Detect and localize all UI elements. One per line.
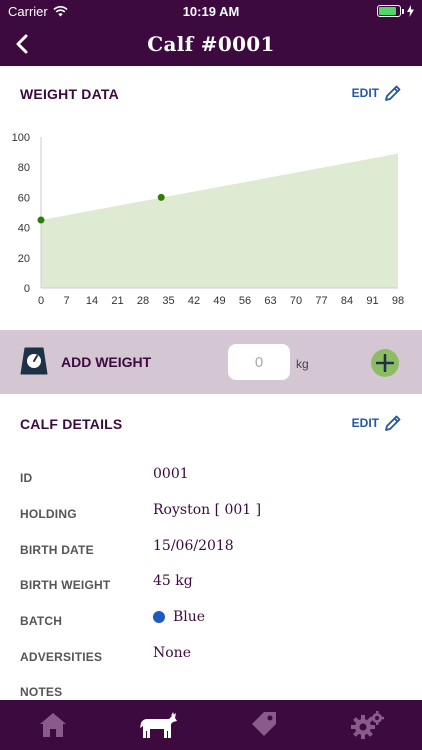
pencil-icon (385, 415, 401, 431)
batch-color-dot (153, 611, 165, 623)
edit-details-label: EDIT (351, 416, 379, 430)
detail-row-holding: HOLDING Royston [ 001 ] (0, 502, 422, 526)
y-tick-label: 80 (18, 162, 30, 174)
calf-details-title: CALF DETAILS (20, 416, 123, 432)
weight-input[interactable] (228, 344, 290, 380)
pencil-icon (385, 85, 401, 101)
detail-value: Royston [ 001 ] (153, 502, 262, 518)
weight-data-title: WEIGHT DATA (20, 86, 119, 102)
x-tick-label: 28 (137, 295, 149, 307)
weight-point (37, 216, 45, 224)
edit-weight-label: EDIT (351, 86, 379, 100)
tab-bar (0, 700, 422, 750)
y-tick-label: 20 (18, 253, 30, 265)
navigation-bar: Calf #0001 (0, 22, 422, 66)
x-tick-label: 14 (86, 295, 98, 307)
tab-home[interactable] (0, 700, 105, 750)
detail-row-id: ID 0001 (0, 466, 422, 490)
add-weight-panel: ADD WEIGHT kg (0, 330, 422, 394)
page-title: Calf #0001 (147, 32, 275, 56)
x-tick-label: 63 (264, 295, 276, 307)
detail-label: BIRTH DATE (20, 543, 94, 557)
add-weight-button[interactable] (371, 349, 399, 377)
detail-label: BATCH (20, 614, 63, 628)
battery-level (379, 7, 396, 15)
x-tick-label: 84 (341, 295, 353, 307)
add-weight-label: ADD WEIGHT (61, 354, 152, 370)
charging-icon (407, 5, 414, 17)
x-tick-label: 42 (188, 295, 200, 307)
tab-tags[interactable] (210, 700, 315, 750)
battery-indicator (377, 5, 414, 17)
gear-icon (350, 711, 384, 739)
plus-icon (376, 354, 394, 372)
wifi-icon (53, 6, 68, 17)
x-tick-label: 77 (315, 295, 327, 307)
y-tick-label: 60 (18, 192, 30, 204)
x-tick-label: 70 (290, 295, 302, 307)
y-tick-label: 40 (18, 223, 30, 235)
chevron-left-icon (16, 34, 28, 54)
tab-calf[interactable] (105, 700, 210, 750)
clock: 10:19 AM (182, 4, 240, 19)
weight-area (41, 153, 398, 288)
back-button[interactable] (6, 28, 38, 60)
detail-value: 15/06/2018 (153, 538, 234, 554)
edit-details-button[interactable]: EDIT (352, 414, 402, 432)
detail-value: 45 kg (153, 573, 193, 589)
tag-icon (251, 712, 276, 736)
weight-chart-svg: 0 20 40 60 80 100 0 7 14 21 28 35 42 49 56 63 70 77 84 91 98 (12, 132, 404, 307)
detail-row-batch: BATCH Blue (0, 609, 422, 633)
x-tick-label: 0 (38, 295, 44, 307)
cow-icon (139, 712, 177, 738)
y-tick-label: 100 (12, 132, 30, 144)
detail-row-notes: NOTES (0, 680, 422, 704)
detail-label: HOLDING (20, 507, 77, 521)
detail-value: Blue (173, 609, 206, 625)
x-tick-label: 98 (392, 295, 404, 307)
x-tick-label: 49 (213, 295, 225, 307)
battery-icon (377, 5, 401, 17)
x-tick-label: 35 (162, 295, 174, 307)
detail-label: NOTES (20, 685, 63, 699)
x-tick-label: 7 (63, 295, 69, 307)
detail-label: ID (20, 471, 33, 485)
x-tick-label: 56 (239, 295, 251, 307)
y-tick-label: 0 (24, 283, 30, 295)
weight-point (157, 193, 165, 201)
carrier-info: Carrier (8, 4, 68, 19)
detail-label: BIRTH WEIGHT (20, 578, 111, 592)
detail-row-birth-weight: BIRTH WEIGHT 45 kg (0, 573, 422, 597)
weight-unit: kg (296, 357, 309, 371)
weight-chart: 0 20 40 60 80 100 0 7 14 21 28 35 42 49 56 63 70 77 84 91 98 (0, 125, 422, 315)
batch-value: Blue (153, 609, 205, 625)
detail-value: None (153, 645, 191, 661)
detail-row-birth-date: BIRTH DATE 15/06/2018 (0, 538, 422, 562)
home-icon (39, 713, 66, 737)
scale-icon (20, 347, 48, 375)
detail-label: ADVERSITIES (20, 650, 103, 664)
detail-row-adversities: ADVERSITIES None (0, 645, 422, 669)
x-tick-label: 21 (111, 295, 123, 307)
x-tick-label: 91 (366, 295, 378, 307)
carrier-label: Carrier (8, 4, 48, 19)
tab-settings[interactable] (315, 700, 420, 750)
edit-weight-button[interactable]: EDIT (352, 84, 402, 102)
detail-value: 0001 (153, 466, 189, 482)
status-bar: Carrier 10:19 AM (0, 0, 422, 22)
